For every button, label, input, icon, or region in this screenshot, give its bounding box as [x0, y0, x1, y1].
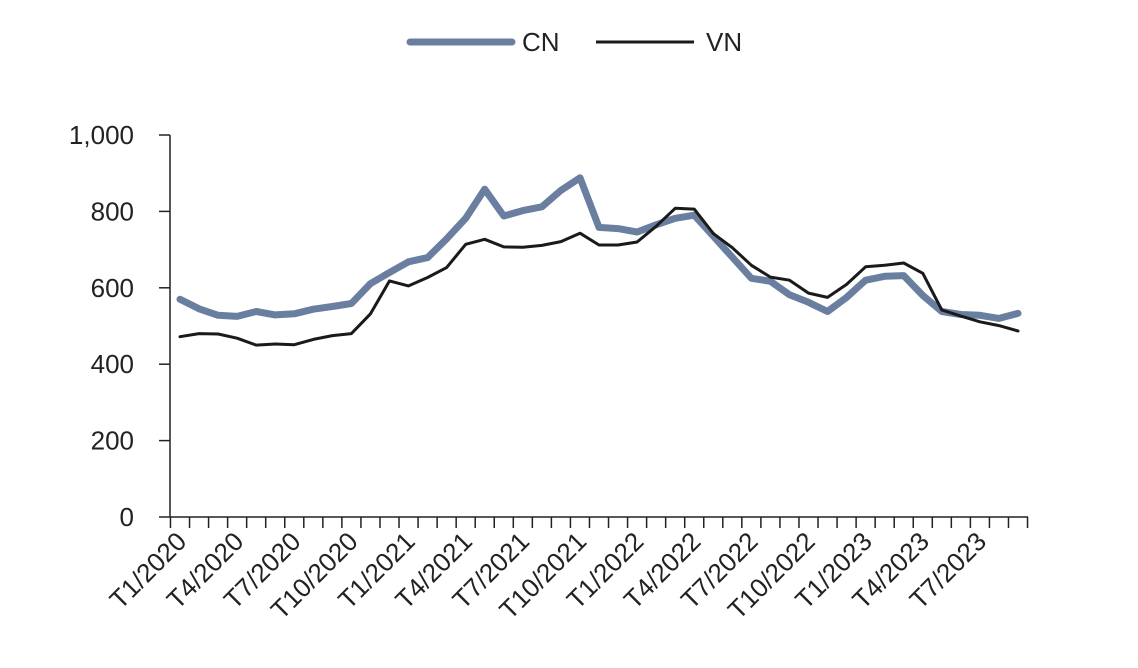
y-tick-label: 400: [91, 349, 134, 379]
y-tick-label: 800: [91, 196, 134, 226]
series-line-cn: [176, 174, 1022, 322]
series-line-vn: [178, 206, 1020, 347]
y-tick-label: 600: [91, 273, 134, 303]
y-tick-label: 1,000: [69, 120, 134, 150]
legend-label-vn: VN: [706, 27, 742, 57]
series-lines: [176, 174, 1022, 347]
axes: [169, 135, 1028, 518]
y-axis-ticks: 0 200 400 600 800 1,000: [69, 120, 170, 532]
x-axis-ticks: T1/2020T4/2020T7/2020T10/2020T1/2021T4/2…: [104, 517, 1029, 625]
legend-label-cn: CN: [522, 27, 560, 57]
y-tick-label: 200: [91, 426, 134, 456]
legend: CN VN: [406, 27, 742, 57]
y-tick-label: 0: [120, 502, 134, 532]
